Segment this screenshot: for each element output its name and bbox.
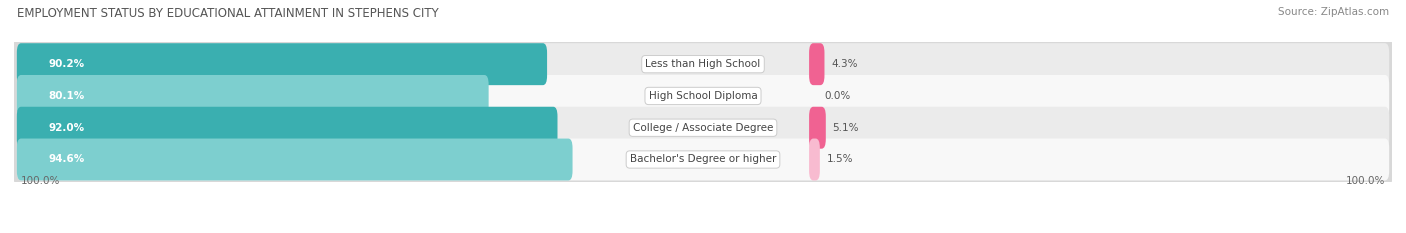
FancyBboxPatch shape: [17, 107, 1389, 149]
Text: 5.1%: 5.1%: [832, 123, 859, 133]
FancyBboxPatch shape: [808, 43, 824, 85]
Text: EMPLOYMENT STATUS BY EDUCATIONAL ATTAINMENT IN STEPHENS CITY: EMPLOYMENT STATUS BY EDUCATIONAL ATTAINM…: [17, 7, 439, 20]
FancyBboxPatch shape: [17, 139, 572, 181]
Text: College / Associate Degree: College / Associate Degree: [633, 123, 773, 133]
FancyBboxPatch shape: [17, 139, 1389, 181]
Text: 100.0%: 100.0%: [21, 176, 60, 186]
FancyBboxPatch shape: [13, 102, 1393, 153]
FancyBboxPatch shape: [808, 107, 825, 149]
FancyBboxPatch shape: [17, 107, 558, 149]
FancyBboxPatch shape: [17, 43, 547, 85]
Text: 92.0%: 92.0%: [48, 123, 84, 133]
FancyBboxPatch shape: [13, 71, 1393, 121]
Text: 1.5%: 1.5%: [827, 154, 853, 164]
Text: 80.1%: 80.1%: [48, 91, 84, 101]
FancyBboxPatch shape: [808, 139, 820, 181]
FancyBboxPatch shape: [17, 75, 489, 117]
Text: 90.2%: 90.2%: [48, 59, 84, 69]
Text: Source: ZipAtlas.com: Source: ZipAtlas.com: [1278, 7, 1389, 17]
Text: 100.0%: 100.0%: [1346, 176, 1385, 186]
Text: Less than High School: Less than High School: [645, 59, 761, 69]
FancyBboxPatch shape: [17, 43, 1389, 85]
Text: 4.3%: 4.3%: [831, 59, 858, 69]
Text: Bachelor's Degree or higher: Bachelor's Degree or higher: [630, 154, 776, 164]
Text: 94.6%: 94.6%: [48, 154, 84, 164]
FancyBboxPatch shape: [13, 39, 1393, 90]
Text: High School Diploma: High School Diploma: [648, 91, 758, 101]
FancyBboxPatch shape: [17, 75, 1389, 117]
Text: 0.0%: 0.0%: [824, 91, 851, 101]
FancyBboxPatch shape: [13, 134, 1393, 185]
